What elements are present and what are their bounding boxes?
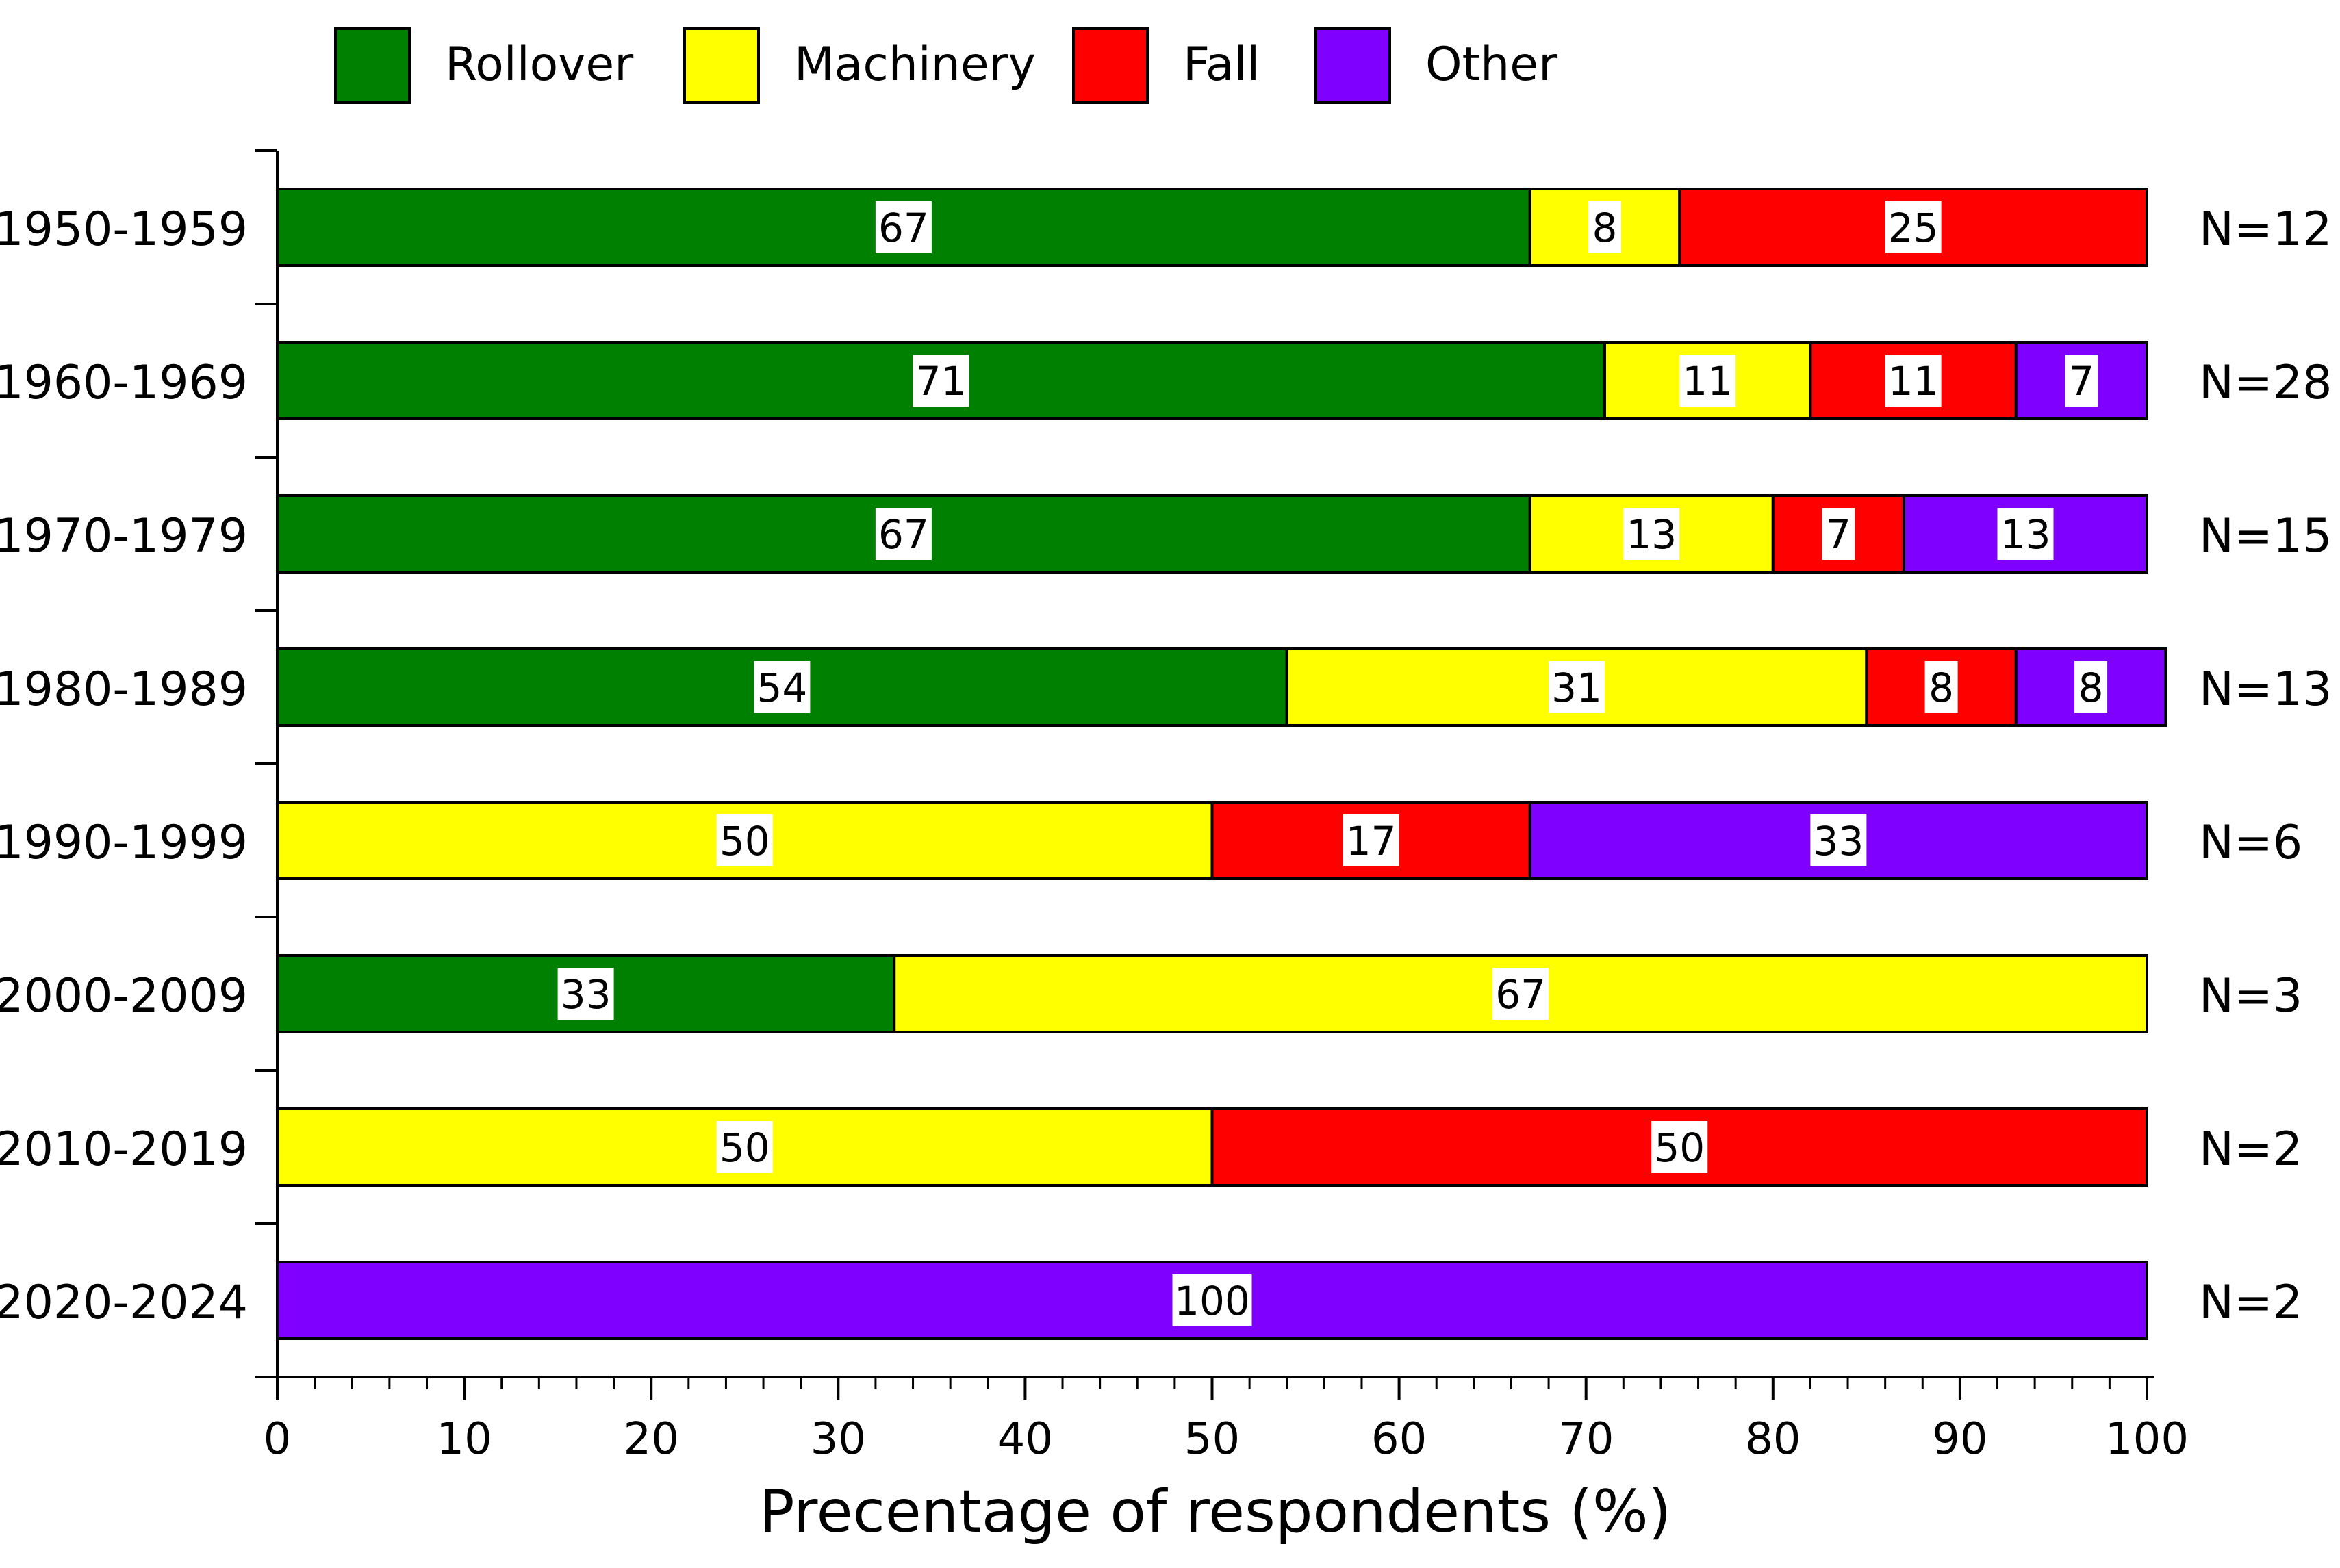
data-label: 33 (1813, 818, 1864, 864)
data-label: 71 (916, 358, 967, 404)
data-label: 13 (1626, 511, 1677, 558)
data-label: 8 (1592, 205, 1618, 251)
data-label-bg (1172, 1274, 1252, 1326)
data-label: 31 (1551, 665, 1602, 711)
n-label: N=15 (2199, 509, 2332, 563)
data-label: 67 (878, 205, 929, 251)
data-label: 13 (2000, 511, 2051, 558)
data-label: 11 (1888, 358, 1939, 404)
category-label: 1960-1969 (0, 356, 248, 410)
data-label-bg (1679, 355, 1736, 407)
data-label-bg (875, 201, 932, 253)
data-label-bg (716, 1121, 773, 1173)
x-tick-label: 20 (623, 1414, 678, 1465)
x-tick-label: 0 (264, 1414, 292, 1465)
data-label-bg (2065, 355, 2098, 407)
data-label: 67 (878, 511, 929, 558)
data-label: 17 (1346, 818, 1397, 864)
category-label: 1990-1999 (0, 816, 248, 870)
data-label: 50 (720, 1124, 770, 1171)
data-label: 67 (1495, 971, 1546, 1018)
data-label-bg (716, 814, 773, 866)
data-label: 50 (720, 818, 770, 864)
category-label: 1980-1989 (0, 663, 248, 717)
n-label: N=13 (2199, 663, 2332, 717)
x-tick-label: 60 (1371, 1414, 1427, 1465)
data-label: 8 (2078, 665, 2104, 711)
data-label-bg (875, 508, 932, 560)
x-tick-label: 90 (1932, 1414, 1987, 1465)
legend-label-fall: Fall (1183, 38, 1260, 92)
x-tick-label: 10 (436, 1414, 492, 1465)
data-label-bg (1588, 201, 1622, 253)
x-tick-label: 40 (997, 1414, 1053, 1465)
data-label-bg (1924, 661, 1958, 713)
data-label: 25 (1888, 205, 1939, 251)
data-label: 11 (1682, 358, 1733, 404)
data-label-bg (1492, 968, 1549, 1020)
data-label-bg (1885, 355, 1942, 407)
x-tick-label: 70 (1558, 1414, 1614, 1465)
data-label-bg (1885, 201, 1942, 253)
ticks-group: 0 10 20 30 40 50 60 70 80 90 100 (255, 149, 2189, 1465)
data-label-bg (1651, 1121, 1708, 1173)
n-label: N=28 (2199, 356, 2332, 410)
x-tick-label: 100 (2105, 1414, 2189, 1465)
legend-label-other: Other (1425, 38, 1557, 92)
data-label-bg (1343, 814, 1399, 866)
legend-swatch-other (1314, 27, 1391, 104)
x-tick-label: 50 (1184, 1414, 1240, 1465)
x-axis-label: Precentage of respondents (%) (759, 1478, 1672, 1546)
legend-swatch-rollover (334, 27, 411, 104)
data-label: 7 (1826, 511, 1851, 558)
x-tick-label: 30 (811, 1414, 866, 1465)
category-label: 1950-1959 (0, 203, 248, 257)
data-label-bg (1810, 814, 1867, 866)
legend: Rollover Machinery Fall Other (334, 27, 1557, 104)
data-label: 8 (1929, 665, 1954, 711)
data-label-bg (1997, 508, 2054, 560)
x-tick-label: 80 (1745, 1414, 1801, 1465)
data-label-bg (1549, 661, 1605, 713)
category-label: 2010-2019 (0, 1122, 248, 1177)
n-label: N=2 (2199, 1122, 2302, 1177)
data-label-bg (1822, 508, 1855, 560)
n-label: N=3 (2199, 969, 2302, 1023)
data-label: 33 (561, 971, 611, 1018)
data-label: 54 (756, 665, 807, 711)
legend-label-rollover: Rollover (445, 38, 633, 92)
data-label-bg (754, 661, 811, 713)
legend-swatch-fall (1072, 27, 1149, 104)
n-label: N=6 (2199, 816, 2302, 870)
data-label-bg (557, 968, 614, 1020)
category-label: 2000-2009 (0, 969, 248, 1023)
category-label: 2020-2024 (0, 1276, 248, 1330)
data-label-bg (2074, 661, 2108, 713)
category-label: 1970-1979 (0, 509, 248, 563)
data-label: 7 (2069, 358, 2094, 404)
data-label: 100 (1174, 1278, 1250, 1324)
legend-label-machinery: Machinery (794, 38, 1036, 92)
data-label-bg (913, 355, 969, 407)
data-label-bg (1623, 508, 1680, 560)
axes-group (276, 151, 2154, 1378)
n-label: N=2 (2199, 1276, 2302, 1330)
data-label: 50 (1654, 1124, 1705, 1171)
n-label: N=12 (2199, 203, 2332, 257)
legend-swatch-machinery (683, 27, 760, 104)
